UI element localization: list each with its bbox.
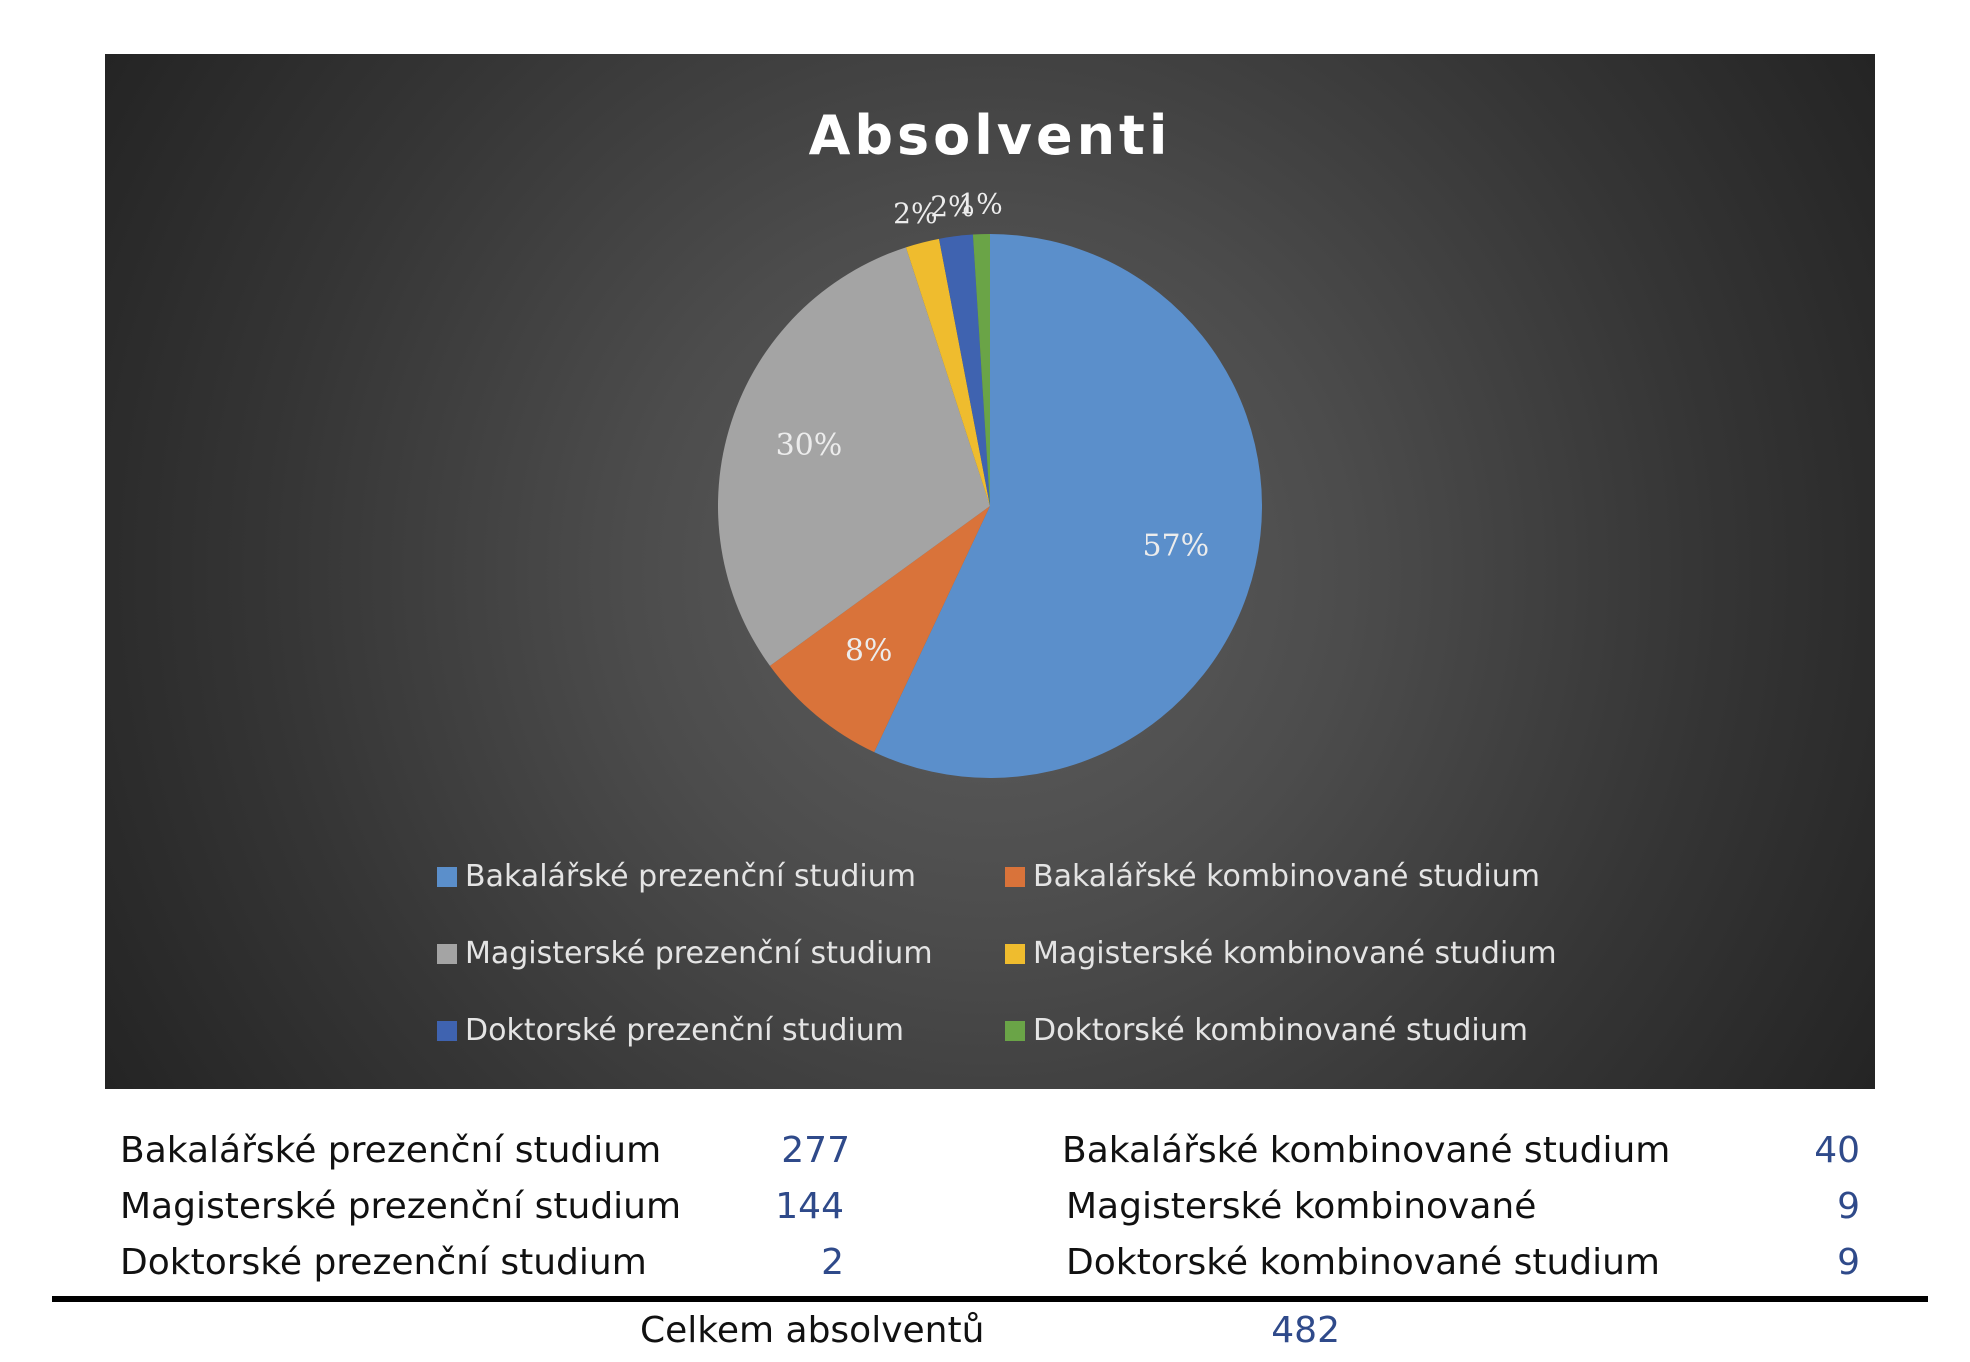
pie-data-label: 2% [893,197,937,230]
pie-slice [874,234,1262,778]
total-divider [52,1296,1928,1302]
pie-slice [769,506,990,753]
legend-swatch [1005,866,1025,887]
legend-item: Magisterské prezenční studium [437,936,933,971]
legend-swatch [1005,1020,1025,1041]
stat-value: 40 [1814,1130,1860,1171]
legend-item: Magisterské kombinované studium [1005,936,1557,971]
legend-swatch [437,1020,457,1041]
chart-title: Absolventi [808,104,1172,167]
stat-value: 144 [775,1186,844,1227]
pie-chart: 57%8%30%2%2%1% [718,188,1262,778]
legend-swatch [1005,943,1025,964]
legend-item: Bakalářské kombinované studium [1005,859,1540,894]
stat-value: 277 [781,1130,850,1171]
pie-data-label: 57% [1142,529,1209,564]
legend-label: Doktorské prezenční studium [465,1013,904,1048]
legend-label: Bakalářské prezenční studium [465,859,916,894]
stat-label: Magisterské prezenční studium [120,1186,682,1227]
pie-slice [939,234,990,506]
stat-value: 9 [1837,1186,1860,1227]
pie-slice [905,238,990,506]
stat-label: Bakalářské prezenční studium [120,1130,662,1171]
legend-item: Bakalářské prezenční studium [437,859,916,894]
legend-item: Doktorské prezenční studium [437,1013,904,1048]
pie-data-label: 1% [958,188,1002,221]
stat-label: Bakalářské kombinované studium [1062,1130,1671,1171]
chart-panel: Absolventi 57% 8% 30% 2% 2% 1% Bakalářské pre… [105,54,1875,1089]
total-label: Celkem absolventů [640,1310,985,1351]
legend-swatch [437,866,457,887]
total-value: 482 [1271,1310,1340,1351]
stat-label: Doktorské prezenční studium [120,1242,647,1283]
stats-table: Bakalářské prezenční studium 277 Bakalář… [0,1100,1970,1362]
legend-item: Doktorské kombinované studium [1005,1013,1528,1048]
stat-label: Magisterské kombinované [1066,1186,1537,1227]
legend-label: Doktorské kombinované studium [1033,1013,1528,1048]
pie-data-label: 2% [930,190,974,223]
legend-label: Magisterské kombinované studium [1033,936,1557,971]
legend-label: Magisterské prezenční studium [465,936,933,971]
legend: Bakalářské prezenční studium Bakalářské … [105,849,1875,1089]
legend-label: Bakalářské kombinované studium [1033,859,1540,894]
legend-swatch [437,943,457,964]
pie-data-label: 30% [776,428,843,463]
stat-value: 9 [1837,1242,1860,1283]
stat-value: 2 [821,1242,844,1283]
pie-slice [972,234,990,506]
stat-label: Doktorské kombinované studium [1066,1242,1660,1283]
pie-slice [718,247,990,666]
pie-data-label: 8% [845,634,893,669]
